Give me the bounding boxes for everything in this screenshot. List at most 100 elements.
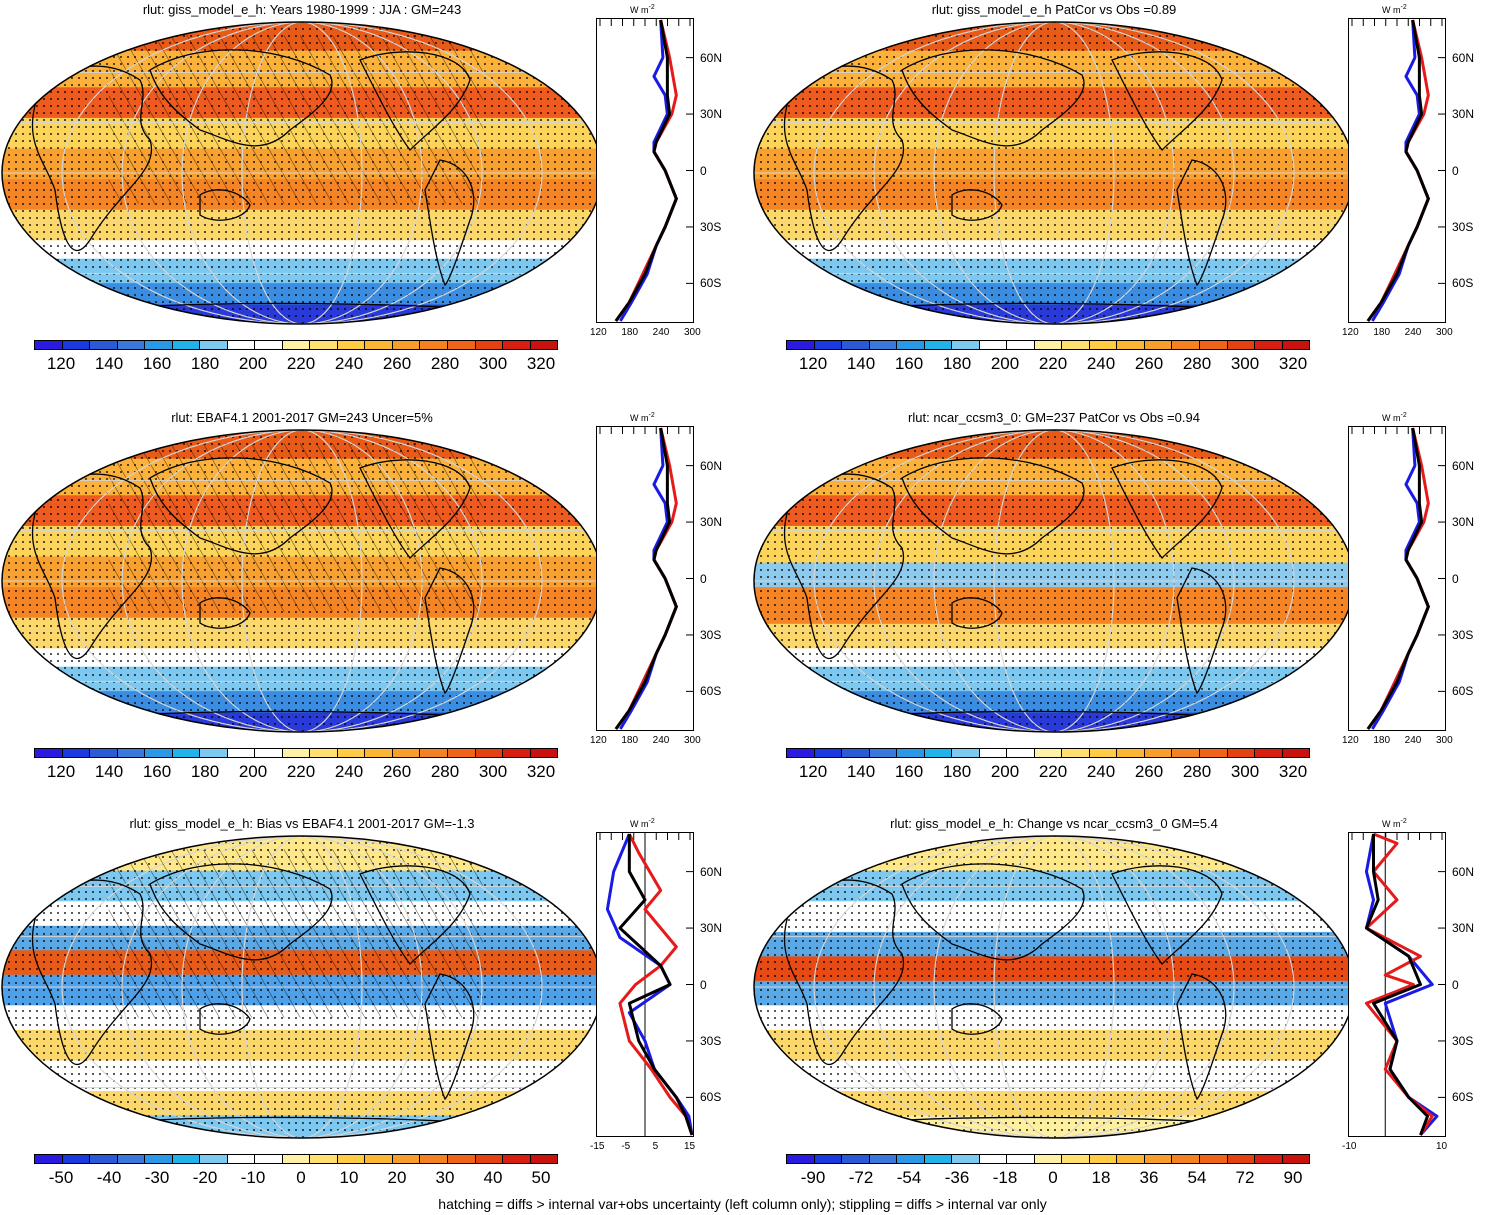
colorbar-label: 240 (334, 762, 364, 781)
map-panel-p3: rlut: EBAF4.1 2001-2017 GM=243 Uncer=5% 1… (0, 408, 740, 808)
robinson-map (753, 835, 1355, 1139)
colorbar-swatch (117, 749, 146, 757)
hatching-overlay (108, 35, 484, 204)
profile-line-black (1366, 427, 1430, 730)
colorbar-label: -50 (48, 1168, 74, 1187)
colorbar-label: 240 (1086, 354, 1116, 373)
graticule (754, 836, 1354, 1138)
colorbar-swatch (1144, 341, 1173, 349)
colorbar-swatch (255, 341, 283, 349)
colorbar-swatch (530, 341, 558, 349)
profile-x-label: 240 (652, 327, 670, 338)
colorbar-swatch (145, 749, 173, 757)
colorbar-label: 260 (1134, 354, 1164, 373)
colorbar-swatch (475, 341, 504, 349)
colorbar-swatch (420, 1155, 448, 1163)
colorbar-label: 180 (190, 762, 220, 781)
colorbar-swatch (475, 1155, 504, 1163)
colorbar-swatch (503, 341, 531, 349)
colorbar-swatch (1227, 749, 1256, 757)
panel-title: rlut: giss_model_e_h: Bias vs EBAF4.1 20… (129, 816, 475, 831)
colorbar (786, 340, 1310, 350)
latitude-label: 60N (1452, 50, 1475, 65)
profile-unit: W m-2 (1382, 818, 1407, 829)
colorbar-swatch (62, 1155, 91, 1163)
colorbar-label: 200 (990, 762, 1020, 781)
colorbar-label: 140 (846, 354, 876, 373)
colorbar-swatch (897, 749, 925, 757)
latitude-label: 0 (700, 163, 707, 178)
colorbar-swatch (979, 749, 1008, 757)
colorbar-label: 320 (526, 354, 556, 373)
colorbar-swatch (787, 749, 815, 757)
colorbar-swatch (1144, 1155, 1173, 1163)
colorbar-swatch (897, 341, 925, 349)
colorbar-swatch (337, 749, 366, 757)
profile-line-red (618, 833, 694, 1136)
colorbar-label: 90 (1283, 1168, 1303, 1187)
colorbar-label: 260 (1134, 762, 1164, 781)
colorbar-swatch (787, 1155, 815, 1163)
panel-title: rlut: giss_model_e_h PatCor vs Obs =0.89 (931, 2, 1177, 17)
profile-x-label: 240 (1404, 327, 1422, 338)
colorbar-swatch (503, 749, 531, 757)
latitude-label: 30N (1452, 921, 1475, 936)
colorbar-label: 260 (382, 354, 412, 373)
colorbar-swatch (952, 1155, 980, 1163)
zonal-mean-profile (596, 832, 694, 1137)
colorbar-swatch (814, 341, 843, 349)
latitude-label: 0 (700, 571, 707, 586)
latitude-label: 30N (1452, 107, 1475, 122)
colorbar-swatch (337, 1155, 366, 1163)
unit-text: W m (1382, 413, 1401, 423)
colorbar-label: 120 (798, 354, 828, 373)
colorbar-swatch (365, 341, 393, 349)
profile-line-black (618, 834, 694, 1136)
colorbar-swatch (90, 1155, 118, 1163)
latitude-label: 60S (1452, 1090, 1474, 1105)
colorbar-swatch (814, 1155, 843, 1163)
colorbar-swatch (952, 749, 980, 757)
colorbar-label: 160 (142, 762, 172, 781)
map-panel-p6: rlut: giss_model_e_h: Change vs ncar_ccs… (752, 814, 1485, 1214)
colorbar-swatch (172, 1155, 201, 1163)
latitude-label: 60S (700, 1090, 722, 1105)
profile-unit: W m-2 (630, 412, 655, 423)
profile-line-black (614, 19, 678, 322)
latitude-label: 30S (1452, 219, 1474, 234)
latitude-label: 60S (1452, 684, 1474, 699)
colorbar-swatch (1255, 749, 1283, 757)
colorbar-label: 30 (435, 1168, 455, 1187)
colorbar-label: 240 (334, 354, 364, 373)
colorbar-swatch (1255, 1155, 1283, 1163)
colorbar-swatch (1089, 341, 1118, 349)
latitude-label: 30N (700, 515, 723, 530)
colorbar-label: 40 (483, 1168, 503, 1187)
latitude-label: 0 (1452, 163, 1459, 178)
colorbar-swatch (255, 749, 283, 757)
profile-line-black (1364, 834, 1430, 1136)
colorbar-label: 220 (1038, 762, 1068, 781)
colorbar-swatch (924, 341, 953, 349)
colorbar (786, 748, 1310, 758)
colorbar-swatch (842, 1155, 870, 1163)
profile-x-label: -15 (590, 1141, 605, 1152)
colorbar-label: -20 (192, 1168, 218, 1187)
profile-x-label: 120 (1342, 735, 1359, 746)
colorbar-swatch (310, 341, 338, 349)
colorbar-swatch (310, 1155, 338, 1163)
latitude-label: 0 (700, 977, 707, 992)
colorbar-swatch (1034, 341, 1063, 349)
colorbar (34, 1154, 558, 1164)
profile-unit: W m-2 (1382, 412, 1407, 423)
colorbar-label: 0 (1048, 1168, 1058, 1187)
profile-line-black (614, 427, 678, 730)
colorbar-swatch (475, 749, 504, 757)
colorbar-swatch (227, 1155, 256, 1163)
colorbar-swatch (1199, 341, 1228, 349)
colorbar-label: 50 (531, 1168, 551, 1187)
colorbar (786, 1154, 1310, 1164)
profile-unit: W m-2 (630, 4, 655, 15)
profile-x-label: 300 (1436, 327, 1453, 338)
colorbar-label: 120 (46, 762, 76, 781)
